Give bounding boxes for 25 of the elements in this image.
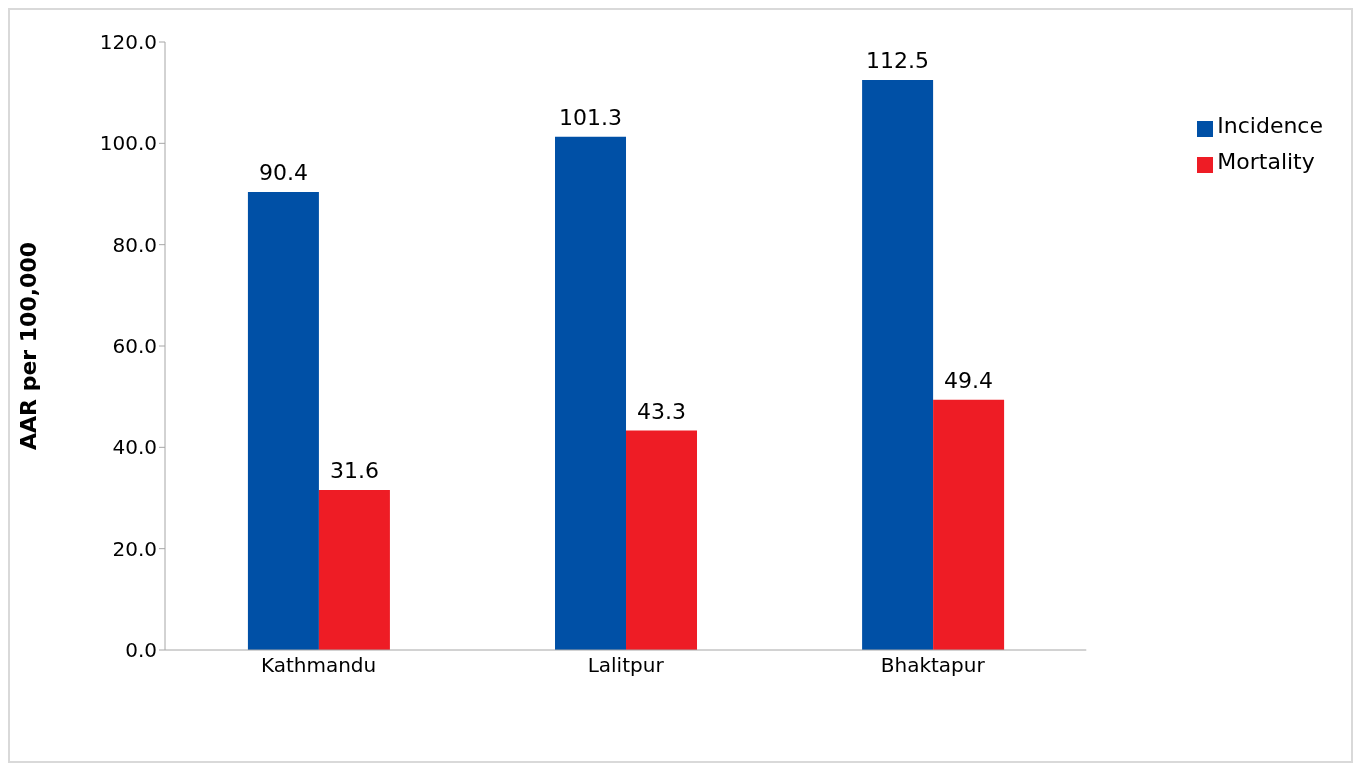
y-tick-label: 20.0 [112,536,157,561]
x-tick-label: Bhaktapur [880,653,986,678]
data-label: 31.6 [329,457,379,483]
y-tick-label: 100.0 [99,131,157,156]
bar [318,489,390,650]
bar [862,80,934,650]
data-label: 112.5 [866,48,930,73]
y-tick-label: 40.0 [112,435,157,460]
data-label: 43.3 [637,398,686,424]
bar [626,430,698,650]
data-label: 49.4 [944,367,994,393]
data-label: 90.4 [258,159,308,185]
y-tick-label: 0.0 [125,638,157,663]
y-tick-label: 120.0 [99,30,157,55]
y-tick-label: 80.0 [112,232,157,257]
x-tick-label: Kathmandu [260,653,377,678]
data-label: 101.3 [559,104,622,130]
legend-label: Incidence [1217,113,1323,138]
legend-label: Mortality [1217,149,1315,174]
bar [933,399,1005,650]
bar [247,191,319,650]
y-axis-title: AAR per 100,000 [15,241,41,451]
y-tick-label: 60.0 [112,334,157,359]
bar [555,136,627,650]
x-tick-label: Lalitpur [587,653,665,678]
